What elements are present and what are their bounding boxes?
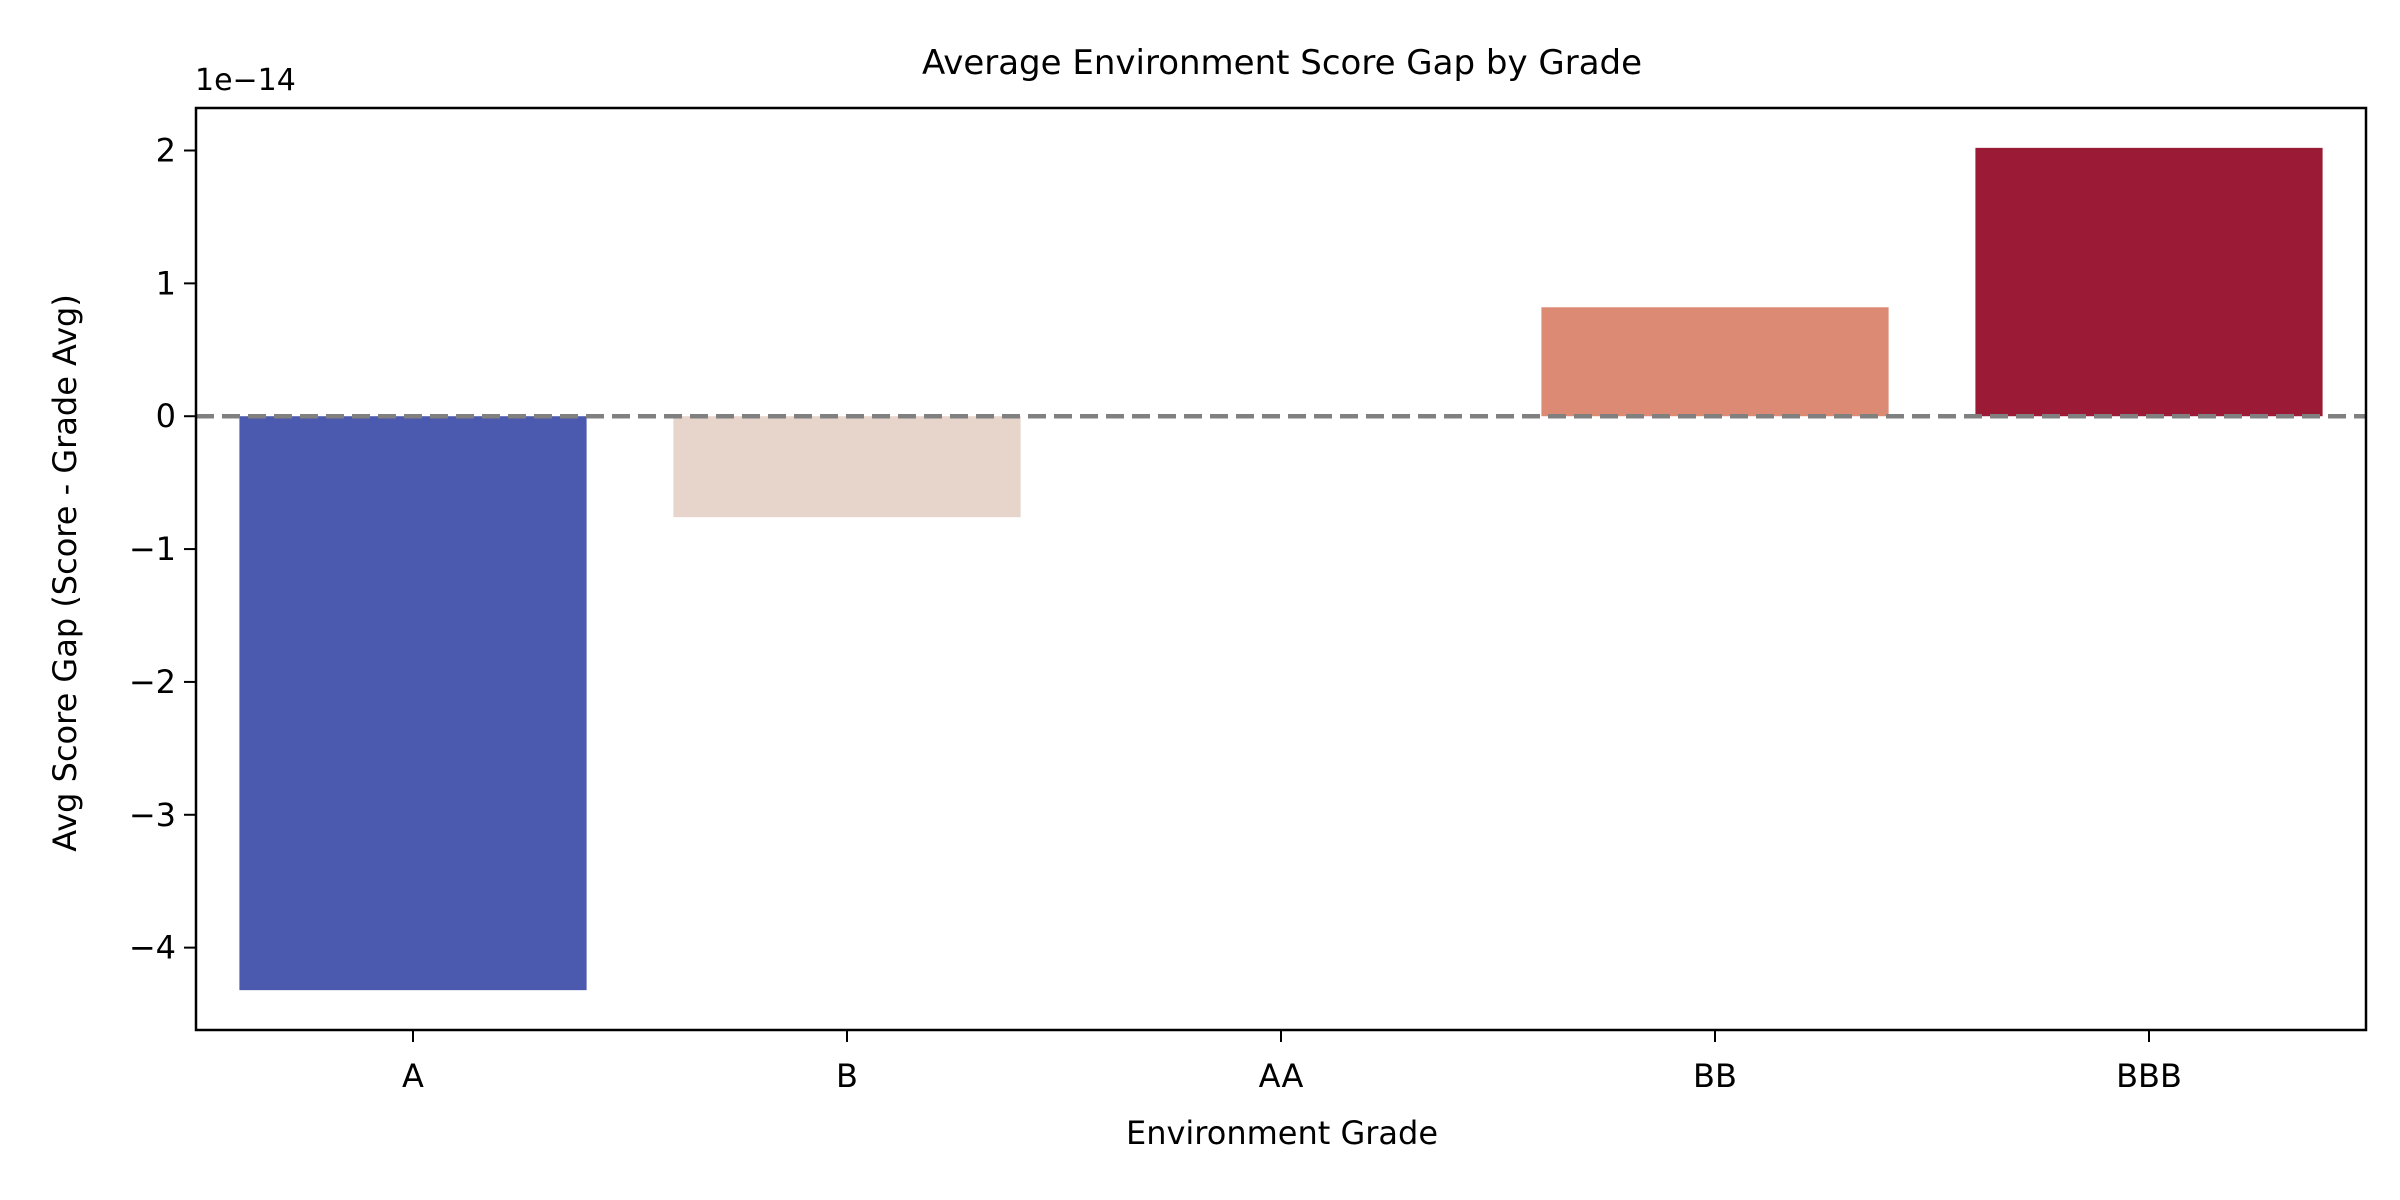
y-tick-label: 2 xyxy=(156,132,176,170)
x-tick-label: BBB xyxy=(2116,1057,2182,1095)
y-tick-label: 0 xyxy=(156,397,176,435)
x-axis-ticks: A B AA BB BBB xyxy=(402,1030,2182,1095)
x-tick-label: BB xyxy=(1693,1057,1737,1095)
bars-layer xyxy=(239,147,2323,991)
y-axis-label: Avg Score Gap (Score - Grade Avg) xyxy=(46,294,84,852)
y-axis-offset-label: 1e−14 xyxy=(195,63,296,98)
x-tick-label: A xyxy=(402,1057,424,1095)
bar-b xyxy=(673,416,1021,518)
x-tick-label: B xyxy=(836,1057,858,1095)
x-tick-label: AA xyxy=(1259,1057,1304,1095)
y-tick-label: −2 xyxy=(129,663,176,701)
bar-a xyxy=(239,416,587,991)
x-axis-label: Environment Grade xyxy=(1126,1114,1438,1152)
y-tick-label: −1 xyxy=(129,530,176,568)
y-tick-label: 1 xyxy=(156,264,176,302)
y-tick-label: −4 xyxy=(129,929,176,967)
bar-bbb xyxy=(1975,147,2323,417)
y-tick-label: −3 xyxy=(129,796,176,834)
y-axis-ticks: 2 1 0 −1 −2 −3 −4 xyxy=(129,132,196,967)
bar-bb xyxy=(1541,307,1889,417)
chart-title: Average Environment Score Gap by Grade xyxy=(922,43,1642,83)
